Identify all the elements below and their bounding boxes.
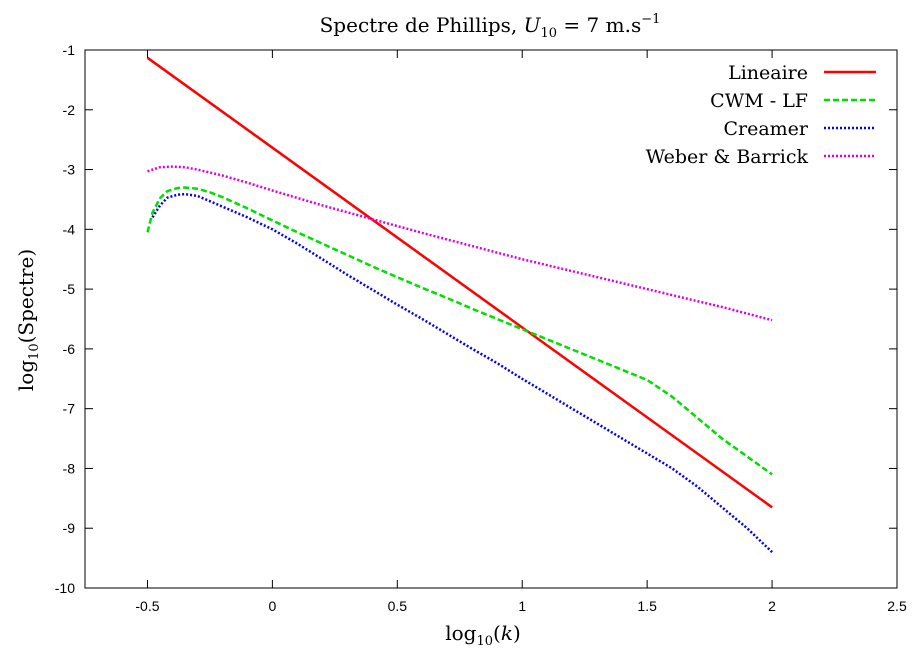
y-axis-label-arg: (Spectre) bbox=[14, 249, 38, 344]
legend-label-lineaire: Lineaire bbox=[728, 62, 808, 84]
x-tick-label: 0 bbox=[268, 598, 276, 614]
legend-label-cwm-lf: CWM - LF bbox=[710, 90, 808, 112]
x-axis-label-close: ) bbox=[513, 621, 521, 645]
legend-label-creamer: Creamer bbox=[723, 118, 808, 140]
x-tick-label: 0.5 bbox=[388, 598, 408, 614]
chart-title: Spectre de Phillips, U10 = 7 m.s−1 bbox=[320, 12, 661, 41]
x-tick-label: -0.5 bbox=[135, 598, 159, 614]
x-tick-label: 1 bbox=[518, 598, 526, 614]
y-tick-label: -2 bbox=[63, 102, 76, 118]
x-axis-label-log: log bbox=[445, 621, 476, 645]
y-axis-label: log10(Spectre) bbox=[14, 249, 42, 391]
chart-title-var: U bbox=[524, 13, 542, 37]
y-tick-label: -10 bbox=[55, 580, 75, 596]
chart-title-text: Spectre de Phillips, bbox=[320, 13, 524, 37]
chart-title-var-sub: 10 bbox=[541, 26, 558, 41]
x-tick-label: 1.5 bbox=[637, 598, 657, 614]
chart-title-exp: −1 bbox=[641, 12, 660, 27]
chart-title-eq: = 7 m.s bbox=[557, 13, 641, 37]
series-layer bbox=[146, 56, 773, 554]
y-tick-labels: -1 -2 -3 -4 -5 -6 -7 -8 -9 -10 bbox=[55, 42, 75, 596]
series-line-cwm-lf bbox=[146, 186, 773, 476]
y-tick-label: -3 bbox=[63, 162, 76, 178]
y-tick-label: -9 bbox=[63, 520, 76, 536]
x-axis-label-sub: 10 bbox=[476, 634, 493, 648]
x-axis-label-open: ( bbox=[493, 621, 501, 645]
x-tick-labels: -0.5 0 0.5 1 1.5 2 2.5 bbox=[135, 598, 907, 614]
legend: Lineaire CWM - LF Creamer Weber & Barrick bbox=[646, 62, 876, 168]
y-axis-label-sub: 10 bbox=[27, 343, 42, 360]
series-line-lineaire bbox=[146, 56, 773, 509]
y-tick-label: -6 bbox=[63, 341, 76, 357]
y-axis-label-log: log bbox=[14, 360, 38, 391]
y-tick-label: -7 bbox=[63, 401, 76, 417]
y-tick-label: -5 bbox=[63, 281, 76, 297]
y-tick-label: -8 bbox=[63, 460, 76, 476]
x-tick-label: 2.5 bbox=[887, 598, 907, 614]
x-axis-label: log10(k) bbox=[445, 621, 521, 648]
legend-label-weber-barrick: Weber & Barrick bbox=[646, 146, 809, 168]
y-tick-label: -1 bbox=[63, 42, 76, 58]
y-tick-label: -4 bbox=[63, 221, 76, 237]
x-tick-label: 2 bbox=[768, 598, 776, 614]
x-axis-label-arg: k bbox=[501, 621, 513, 645]
series-line-creamer bbox=[151, 192, 773, 554]
plot-frame bbox=[84, 49, 898, 589]
